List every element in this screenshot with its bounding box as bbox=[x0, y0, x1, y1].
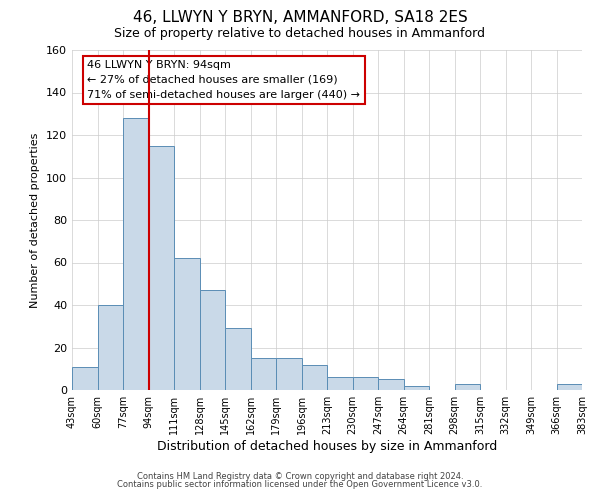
Bar bbox=[455, 384, 480, 390]
X-axis label: Distribution of detached houses by size in Ammanford: Distribution of detached houses by size … bbox=[157, 440, 497, 453]
Bar bbox=[353, 378, 378, 390]
Bar bbox=[302, 364, 327, 390]
Bar bbox=[404, 386, 429, 390]
Bar bbox=[225, 328, 251, 390]
Bar bbox=[251, 358, 276, 390]
Bar bbox=[149, 146, 174, 390]
Bar bbox=[378, 380, 404, 390]
Bar bbox=[276, 358, 302, 390]
Bar bbox=[123, 118, 149, 390]
Bar bbox=[72, 366, 97, 390]
Text: 46, LLWYN Y BRYN, AMMANFORD, SA18 2ES: 46, LLWYN Y BRYN, AMMANFORD, SA18 2ES bbox=[133, 10, 467, 25]
Bar bbox=[557, 384, 582, 390]
Y-axis label: Number of detached properties: Number of detached properties bbox=[31, 132, 40, 308]
Text: Contains public sector information licensed under the Open Government Licence v3: Contains public sector information licen… bbox=[118, 480, 482, 489]
Text: Contains HM Land Registry data © Crown copyright and database right 2024.: Contains HM Land Registry data © Crown c… bbox=[137, 472, 463, 481]
Text: Size of property relative to detached houses in Ammanford: Size of property relative to detached ho… bbox=[115, 28, 485, 40]
Bar bbox=[97, 305, 123, 390]
Bar bbox=[174, 258, 199, 390]
Bar bbox=[327, 378, 353, 390]
Text: 46 LLWYN Y BRYN: 94sqm
← 27% of detached houses are smaller (169)
71% of semi-de: 46 LLWYN Y BRYN: 94sqm ← 27% of detached… bbox=[88, 60, 360, 100]
Bar bbox=[199, 290, 225, 390]
